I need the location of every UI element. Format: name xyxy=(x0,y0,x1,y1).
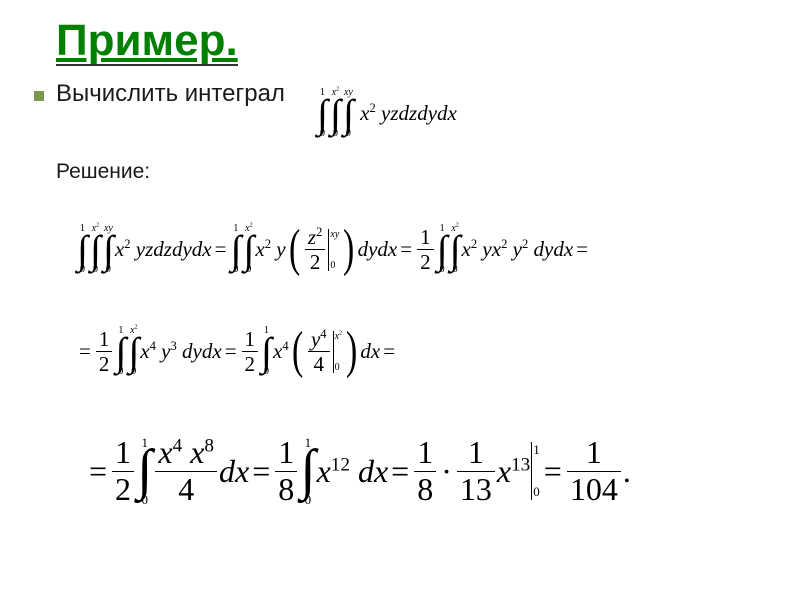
solution-label: Решение: xyxy=(56,160,768,184)
solution-line-3: = 12 1∫0 x4 x84 dx = 18 1∫0 x12 dx = 18 … xyxy=(86,436,631,506)
problem-integral: 1∫0 x2∫0 xy∫0 x2 yzdzdydx xyxy=(316,76,457,139)
final-period: . xyxy=(623,453,631,490)
slide-title: Пример. xyxy=(56,16,238,65)
bullet-text: Вычислить интеграл xyxy=(56,80,285,108)
slide-root: Пример. Вычислить интеграл Решение: 1∫0 … xyxy=(0,0,800,600)
solution-line-2: = 12 1∫0 x2∫0 x4 y3 dydx = 12 1∫0 x4 ( y… xyxy=(76,326,398,377)
solution-line-1: 1∫0 x2∫0 xy∫0 x2 yzdzdydx = 1∫0 x2∫0 x2 … xyxy=(76,212,591,275)
bullet-square-icon xyxy=(34,91,44,101)
title-underline-wrap: Пример. xyxy=(56,18,238,66)
